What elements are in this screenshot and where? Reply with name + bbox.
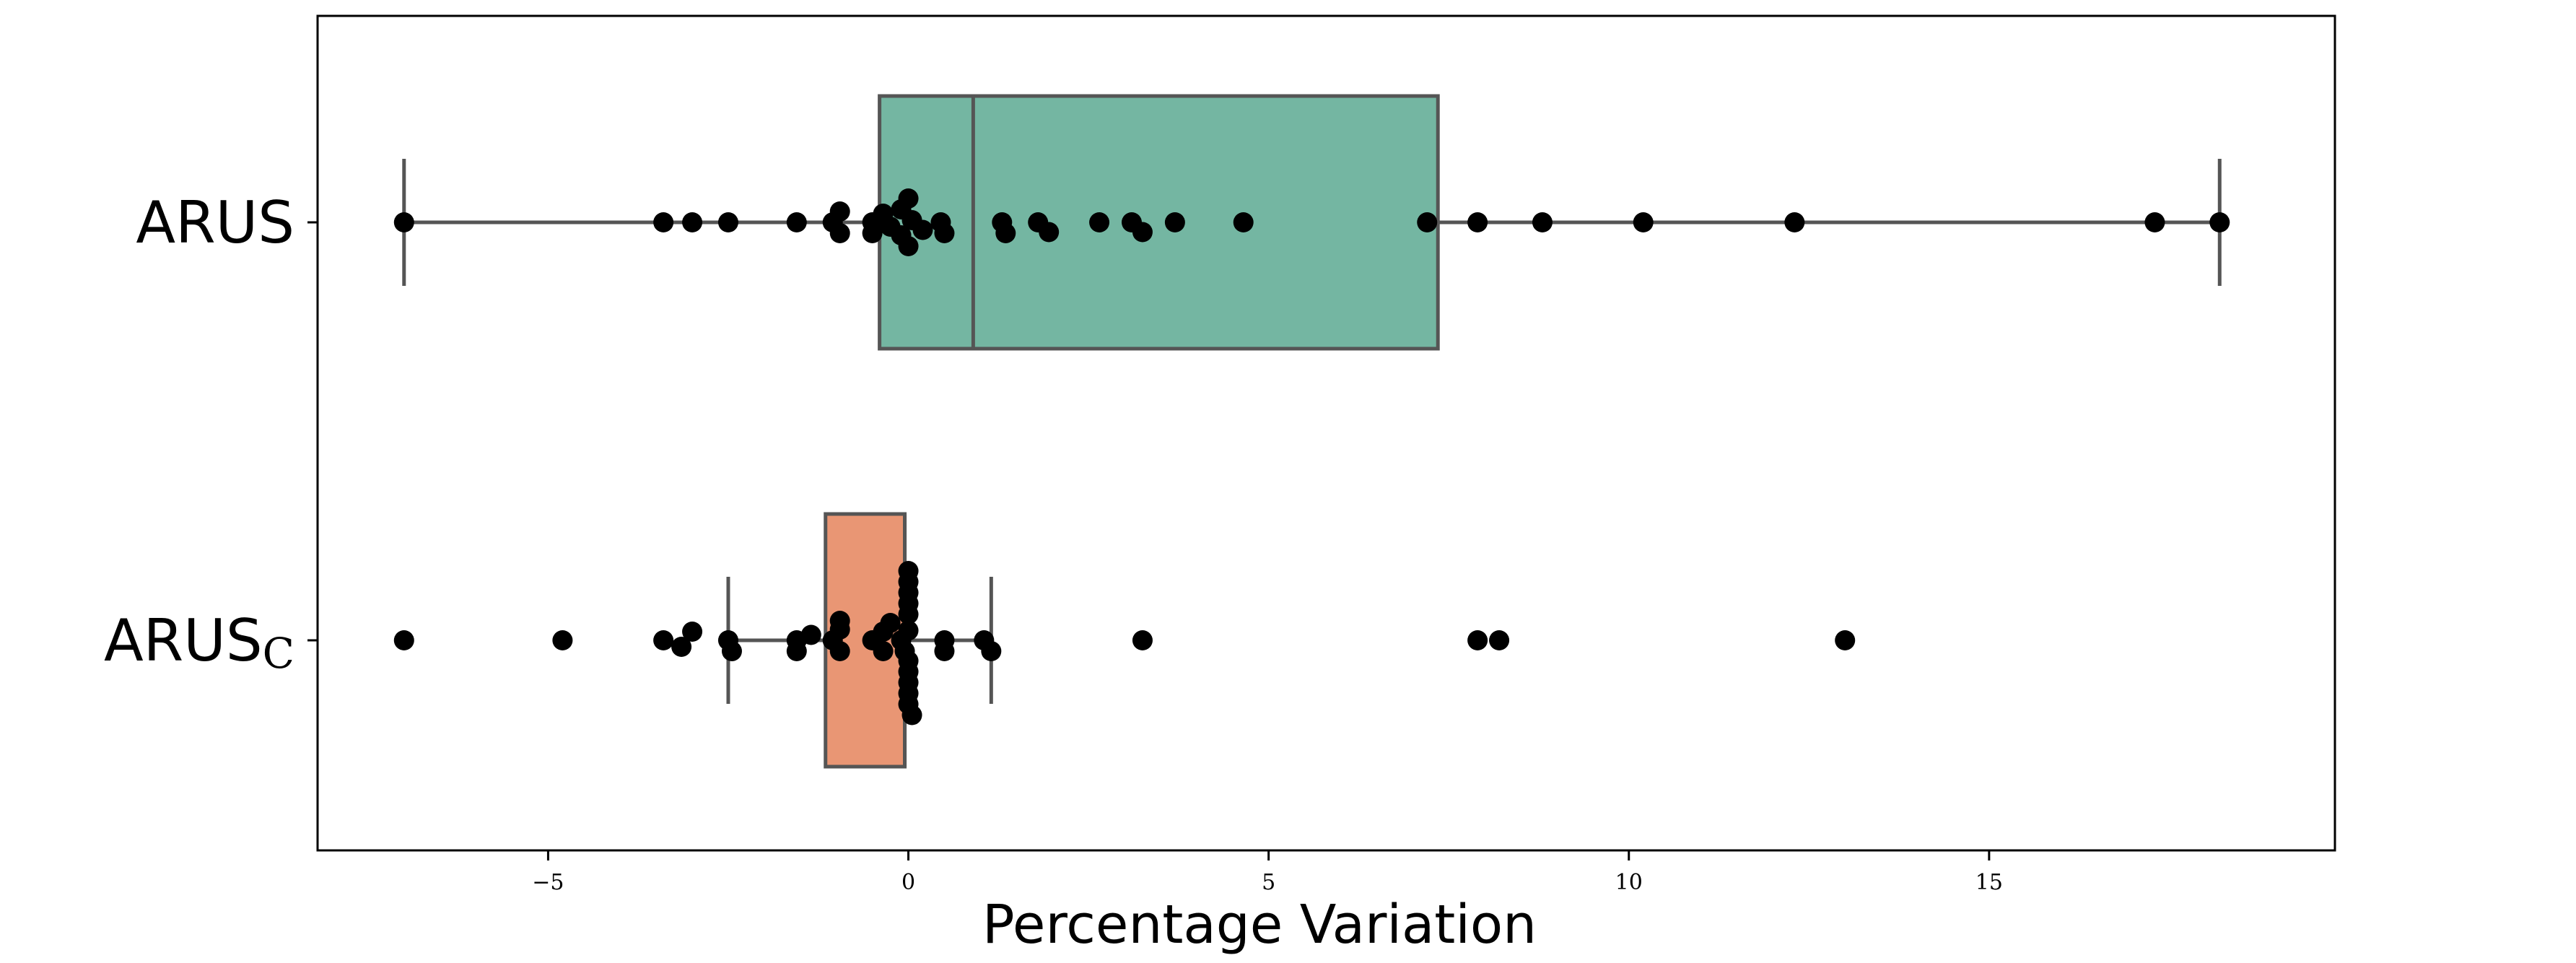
arus-c-data-point xyxy=(682,622,703,642)
x-axis-title: Percentage Variation xyxy=(982,894,1537,956)
arus-c-data-point xyxy=(981,641,1002,661)
arus-c-category-label-subscript: C xyxy=(263,629,294,678)
arus-c-data-point xyxy=(829,641,850,661)
arus-c-data-point xyxy=(829,611,850,631)
arus-data-point xyxy=(1164,212,1185,232)
arus-category-label: ARUS xyxy=(136,189,294,256)
arus-c-data-point xyxy=(786,641,807,661)
arus-c-data-point xyxy=(1467,630,1488,650)
arus-data-point xyxy=(1089,212,1110,232)
arus-data-point xyxy=(829,223,850,243)
arus-c-data-point xyxy=(934,641,955,661)
arus-c-data-point xyxy=(671,637,692,657)
x-tick-label: 10 xyxy=(1615,870,1643,895)
arus-c-data-point xyxy=(880,613,901,633)
arus-data-point xyxy=(912,219,933,240)
arus-c-data-point xyxy=(1835,630,1856,650)
arus-data-point xyxy=(898,188,919,209)
arus-c-data-point xyxy=(653,630,674,650)
boxes-layer xyxy=(402,94,2222,769)
arus-category-label-main: ARUS xyxy=(136,189,294,256)
arus-data-point xyxy=(1233,212,1254,232)
arus-data-point xyxy=(1417,212,1438,232)
arus-c-data-point xyxy=(1132,630,1153,650)
arus-data-point xyxy=(898,236,919,256)
arus-c-category-label: ARUSC xyxy=(104,607,294,678)
arus-data-point xyxy=(1784,212,1805,232)
arus-data-point xyxy=(1039,222,1060,243)
arus-c-data-point xyxy=(873,641,894,661)
arus-data-point xyxy=(934,223,955,243)
x-tick-label: 15 xyxy=(1975,870,2003,895)
arus-data-point xyxy=(1132,222,1153,243)
arus-data-point xyxy=(1532,212,1553,232)
arus-data-point xyxy=(829,201,850,222)
arus-data-point xyxy=(786,212,807,232)
arus-c-data-point xyxy=(800,624,821,645)
arus-data-point xyxy=(393,212,414,232)
arus-data-point xyxy=(2144,212,2165,232)
arus-data-point xyxy=(862,223,883,243)
x-axis: −5 0 5 10 15 xyxy=(532,850,2003,895)
arus-data-point xyxy=(995,223,1016,243)
arus-data-point xyxy=(682,212,703,232)
arus-c-data-point xyxy=(1489,630,1510,650)
arus-data-point xyxy=(653,212,674,232)
points-layer xyxy=(393,188,2230,725)
x-tick-label: −5 xyxy=(532,870,564,895)
arus-c-data-point xyxy=(898,620,919,641)
arus-data-point xyxy=(717,212,738,232)
x-tick-label: 5 xyxy=(1262,870,1275,895)
arus-c-data-point xyxy=(901,705,922,725)
arus-c-data-point xyxy=(898,604,919,624)
arus-c-category-label-main: ARUS xyxy=(104,607,263,674)
plot-frame xyxy=(316,14,2336,852)
arus-c-data-point xyxy=(721,641,742,661)
arus-data-point xyxy=(1633,212,1654,232)
arus-data-point xyxy=(2209,212,2230,232)
arus-data-point xyxy=(1467,212,1488,232)
arus-c-data-point xyxy=(552,630,573,650)
x-tick-label: 0 xyxy=(901,870,915,895)
arus-box xyxy=(878,94,1440,351)
arus-c-data-point xyxy=(393,630,414,650)
